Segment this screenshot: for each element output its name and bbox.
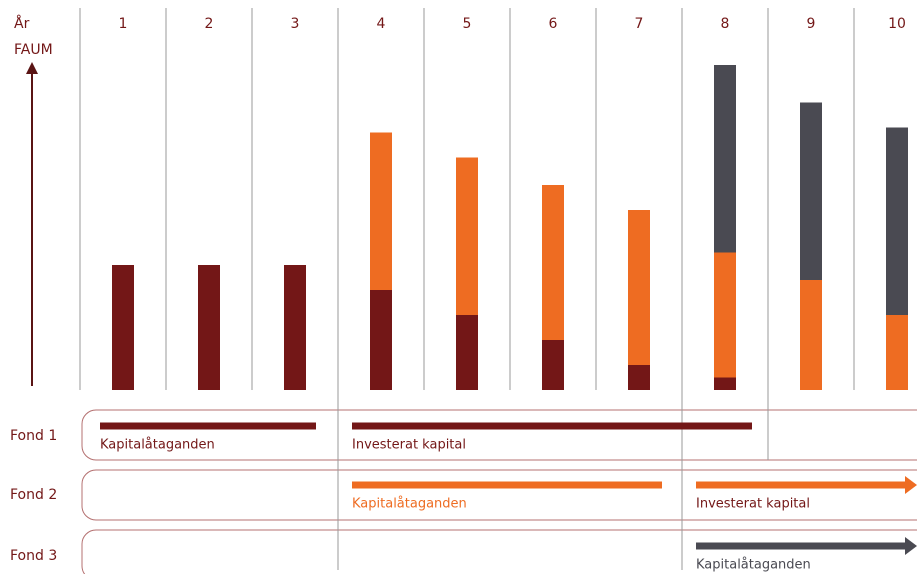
bar-segment	[370, 290, 392, 390]
timeline-bar	[696, 481, 905, 489]
arrow-head	[26, 62, 38, 74]
x-tick-label: 7	[635, 16, 644, 32]
x-tick-label: 2	[205, 16, 214, 32]
phase-label: Kapitalåtaganden	[100, 438, 215, 453]
bar-segment	[542, 185, 564, 340]
bar-segment	[456, 315, 478, 390]
fund-label: Fond 1	[10, 428, 57, 444]
row-header: År	[14, 15, 30, 32]
bar-segment	[714, 252, 736, 378]
bar-segment	[370, 132, 392, 290]
bar-segment	[800, 102, 822, 280]
bar-segment	[542, 340, 564, 390]
phase-label: Investerat kapital	[352, 438, 466, 453]
x-tick-label: 10	[888, 16, 906, 32]
bar-segment	[886, 315, 908, 390]
bar-segment	[886, 127, 908, 315]
y-axis-label: FAUM	[14, 42, 53, 58]
timeline-bar	[696, 542, 905, 550]
bar-segment	[112, 265, 134, 390]
x-tick-label: 1	[119, 16, 128, 32]
x-tick-label: 8	[721, 16, 730, 32]
bar-segment	[456, 157, 478, 315]
bar-segment	[198, 265, 220, 390]
x-tick-label: 9	[807, 16, 816, 32]
timeline-bar	[100, 422, 316, 430]
bar-segment	[284, 265, 306, 390]
timeline-arrow	[905, 537, 917, 555]
phase-label: Investerat kapital	[696, 497, 810, 512]
fund-row-box	[81, 529, 917, 574]
timeline-bar	[352, 422, 752, 430]
bar-segment	[800, 280, 822, 390]
x-tick-label: 3	[291, 16, 300, 32]
timeline-bar	[352, 481, 662, 489]
phase-label: Kapitalåtaganden	[696, 558, 811, 573]
x-tick-label: 4	[377, 16, 386, 32]
bar-segment	[628, 210, 650, 365]
x-tick-label: 6	[549, 16, 558, 32]
bar-segment	[714, 65, 736, 253]
fund-row-box	[81, 469, 917, 521]
bar-segment	[628, 365, 650, 390]
phase-label: Kapitalåtaganden	[352, 497, 467, 512]
x-tick-label: 5	[463, 16, 472, 32]
fund-row-box	[81, 409, 917, 461]
fund-label: Fond 2	[10, 487, 57, 503]
fund-label: Fond 3	[10, 548, 57, 564]
bar-segment	[714, 377, 736, 390]
timeline-arrow	[905, 476, 917, 494]
